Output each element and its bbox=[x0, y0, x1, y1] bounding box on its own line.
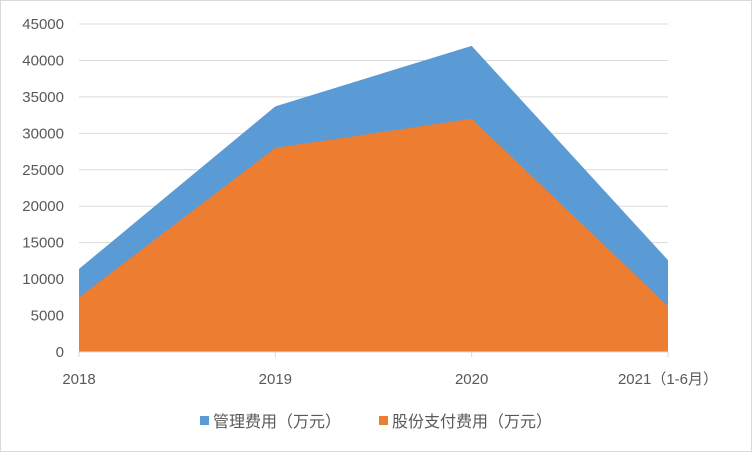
y-tick-label: 25000 bbox=[22, 162, 64, 179]
x-tick-label: 2021（1-6月） bbox=[618, 371, 718, 388]
y-tick-label: 40000 bbox=[22, 52, 64, 69]
legend-swatch-blue-icon bbox=[199, 415, 209, 425]
y-tick-label: 20000 bbox=[22, 198, 64, 215]
chart-legend: 管理费用（万元） 股份支付费用（万元） bbox=[0, 408, 752, 432]
y-tick-label: 35000 bbox=[22, 89, 64, 106]
legend-item-share-payment-fee: 股份支付费用（万元） bbox=[379, 408, 552, 432]
legend-swatch-orange-icon bbox=[379, 415, 388, 425]
y-tick-label: 30000 bbox=[22, 125, 64, 142]
y-tick-label: 45000 bbox=[22, 16, 64, 33]
legend-label: 管理费用（万元） bbox=[212, 412, 341, 431]
area-series-1 bbox=[79, 118, 668, 352]
x-tick-label: 2019 bbox=[259, 371, 292, 388]
y-tick-label: 15000 bbox=[22, 235, 64, 252]
x-tick-label: 2020 bbox=[455, 371, 488, 388]
y-tick-label: 0 bbox=[56, 344, 64, 361]
y-tick-label: 5000 bbox=[31, 308, 64, 325]
x-tick-label: 2018 bbox=[62, 371, 95, 388]
legend-item-management-fee: 管理费用（万元） bbox=[199, 408, 341, 432]
legend-label: 股份支付费用（万元） bbox=[392, 412, 553, 431]
y-tick-label: 10000 bbox=[22, 271, 64, 288]
